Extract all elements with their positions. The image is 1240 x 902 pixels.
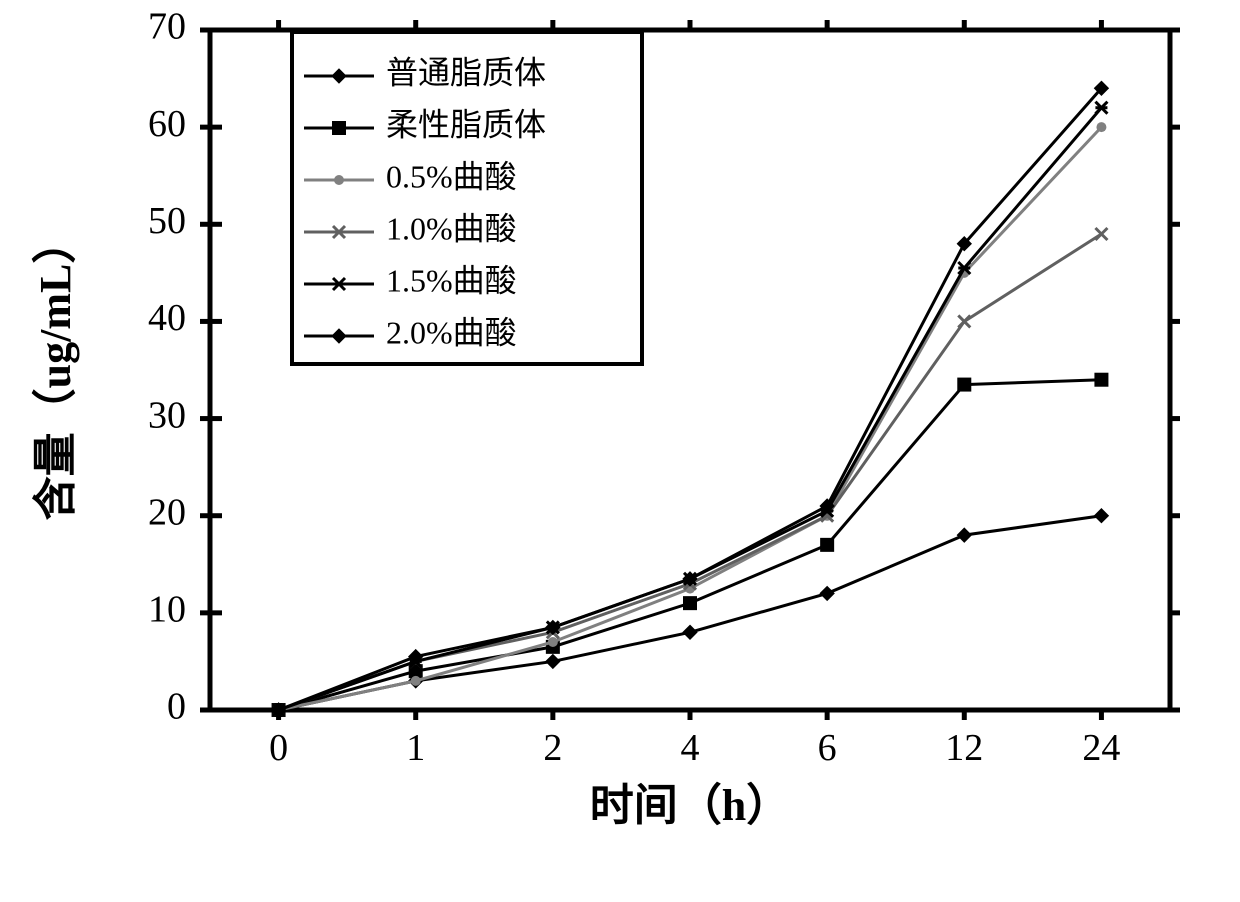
line-chart: 010203040506070012461224含量（ug/mL）时间（h）普通… xyxy=(0,0,1240,902)
x-tick-label: 12 xyxy=(945,727,983,769)
x-tick-label: 0 xyxy=(269,727,288,769)
y-tick-label: 70 xyxy=(148,6,186,48)
x-tick-label: 1 xyxy=(406,727,425,769)
y-tick-label: 40 xyxy=(148,297,186,339)
legend-label: 普通脂质体 xyxy=(386,54,546,90)
x-tick-label: 6 xyxy=(818,727,837,769)
legend-label: 2.0%曲酸 xyxy=(386,314,517,350)
x-tick-label: 2 xyxy=(543,727,562,769)
y-tick-label: 0 xyxy=(167,686,186,728)
legend-label: 0.5%曲酸 xyxy=(386,158,517,194)
x-axis-title: 时间（h） xyxy=(590,781,790,830)
legend-label: 柔性脂质体 xyxy=(386,106,546,142)
y-tick-label: 50 xyxy=(148,200,186,242)
x-tick-label: 24 xyxy=(1082,727,1120,769)
y-tick-label: 60 xyxy=(148,103,186,145)
y-tick-label: 10 xyxy=(148,589,186,631)
legend-label: 1.5%曲酸 xyxy=(386,262,517,298)
x-tick-label: 4 xyxy=(681,727,700,769)
legend-label: 1.0%曲酸 xyxy=(386,210,517,246)
y-tick-label: 20 xyxy=(148,491,186,533)
legend: 普通脂质体柔性脂质体 0.5%曲酸 1.0%曲酸 1.5%曲酸 2.0%曲酸 xyxy=(292,32,642,364)
chart-container: 010203040506070012461224含量（ug/mL）时间（h）普通… xyxy=(0,0,1240,902)
y-axis-title: 含量（ug/mL） xyxy=(31,220,80,521)
y-tick-label: 30 xyxy=(148,394,186,436)
